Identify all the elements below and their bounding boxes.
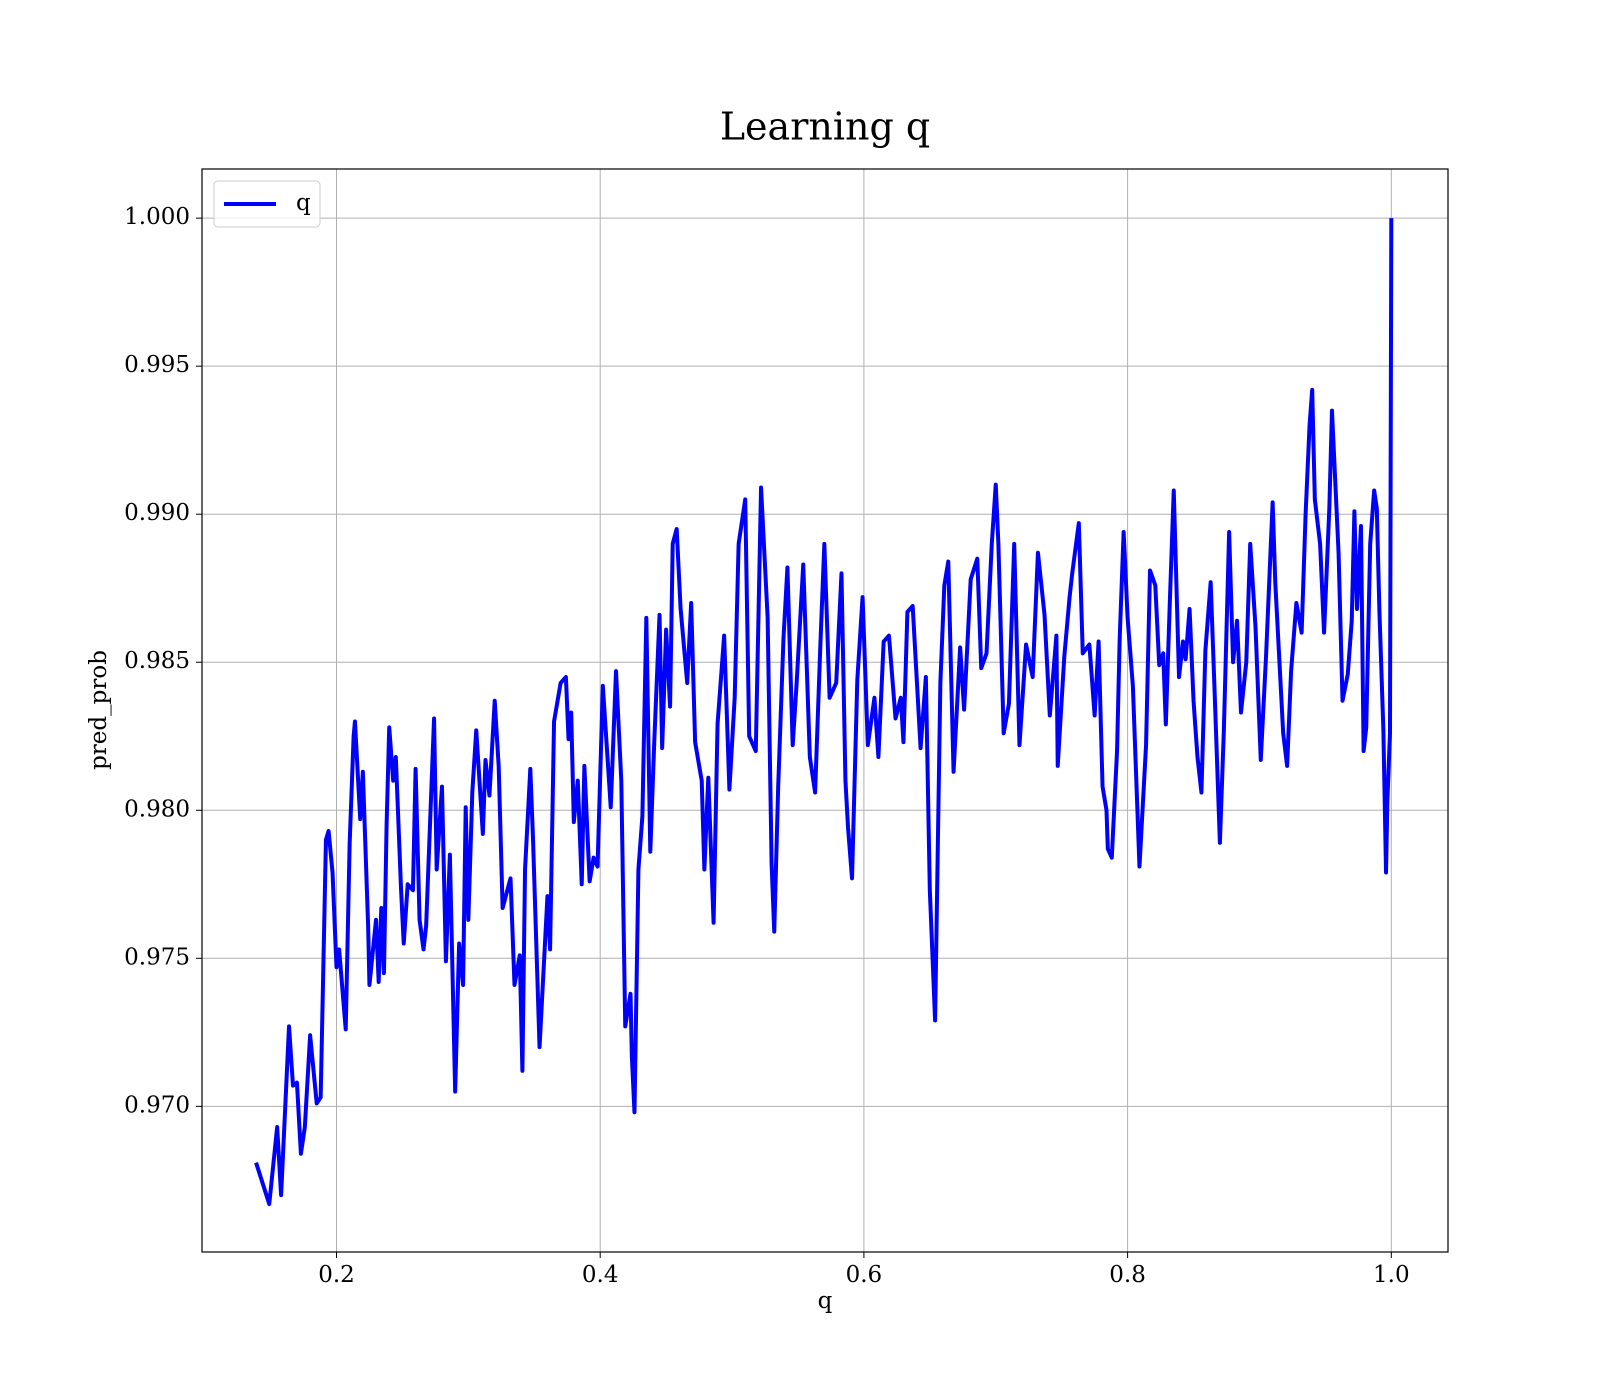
x-tick-label: 0.6 bbox=[846, 1262, 883, 1288]
y-tick-label: 0.970 bbox=[124, 1092, 190, 1118]
legend-label: q bbox=[296, 190, 311, 216]
x-tick-label: 1.0 bbox=[1373, 1262, 1410, 1288]
x-tick-label: 0.4 bbox=[582, 1262, 619, 1288]
y-tick-label: 0.995 bbox=[124, 352, 190, 378]
y-tick-label: 0.990 bbox=[124, 500, 190, 526]
plot-frame bbox=[201, 168, 1449, 1253]
x-axis-label: q bbox=[818, 1288, 833, 1314]
y-tick-label: 0.980 bbox=[124, 796, 190, 822]
y-tick-label: 1.000 bbox=[124, 204, 190, 230]
y-tick-label: 0.985 bbox=[124, 648, 190, 674]
data-line bbox=[254, 218, 1394, 1207]
y-axis-label: pred_prob bbox=[86, 650, 112, 770]
x-tick-label: 0.2 bbox=[318, 1262, 355, 1288]
y-tick-label: 0.975 bbox=[124, 944, 190, 970]
x-tick-label: 0.8 bbox=[1109, 1262, 1146, 1288]
chart-title: Learning q bbox=[720, 105, 930, 149]
